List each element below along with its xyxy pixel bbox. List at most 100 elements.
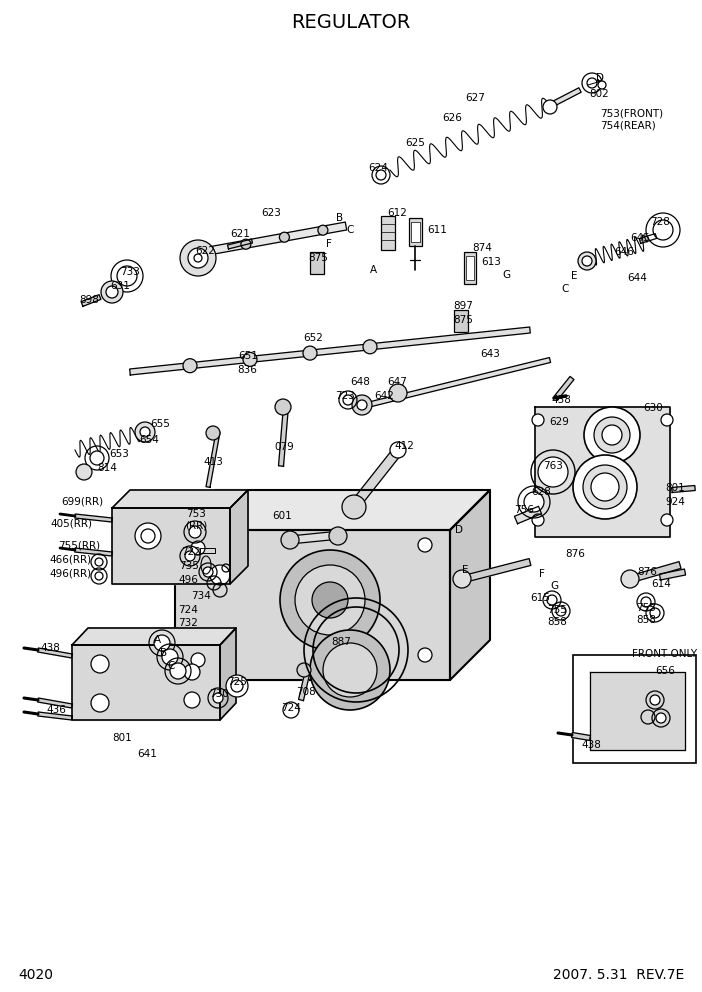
- Text: 924: 924: [665, 497, 685, 507]
- Bar: [573, 655, 696, 763]
- Circle shape: [154, 635, 170, 651]
- Text: 875: 875: [453, 315, 473, 325]
- Text: 601: 601: [272, 511, 292, 521]
- Polygon shape: [75, 548, 112, 556]
- Text: 624: 624: [368, 163, 388, 173]
- Circle shape: [135, 422, 155, 442]
- Circle shape: [117, 266, 137, 286]
- Text: 438: 438: [551, 395, 571, 405]
- Text: 858: 858: [636, 615, 656, 625]
- Text: 802: 802: [589, 89, 609, 99]
- Circle shape: [91, 655, 109, 673]
- Circle shape: [584, 407, 640, 463]
- Text: 652: 652: [303, 333, 323, 343]
- Text: 438: 438: [40, 643, 60, 653]
- Text: 875: 875: [308, 253, 328, 263]
- Text: 466(RR): 466(RR): [49, 555, 91, 565]
- Circle shape: [582, 256, 592, 266]
- Text: 858: 858: [547, 617, 567, 627]
- Circle shape: [641, 597, 651, 607]
- Text: 763: 763: [543, 461, 563, 471]
- Circle shape: [343, 395, 353, 405]
- Circle shape: [318, 225, 328, 235]
- Bar: [454, 310, 468, 332]
- Polygon shape: [220, 628, 236, 720]
- Text: 412: 412: [394, 441, 414, 451]
- Text: 756: 756: [514, 505, 534, 515]
- Text: 801: 801: [112, 733, 132, 743]
- Polygon shape: [515, 506, 541, 524]
- Polygon shape: [130, 327, 530, 375]
- Text: 653: 653: [109, 449, 129, 459]
- Circle shape: [297, 663, 311, 677]
- Text: 436: 436: [46, 705, 66, 715]
- Circle shape: [357, 400, 367, 410]
- Circle shape: [656, 713, 666, 723]
- Text: 615: 615: [530, 593, 550, 603]
- Circle shape: [352, 395, 372, 415]
- Polygon shape: [355, 357, 550, 411]
- Polygon shape: [535, 407, 670, 537]
- Text: F: F: [539, 569, 545, 579]
- Circle shape: [543, 100, 557, 114]
- Circle shape: [95, 572, 103, 580]
- Circle shape: [95, 558, 103, 566]
- Circle shape: [547, 595, 557, 605]
- Polygon shape: [72, 628, 236, 645]
- Circle shape: [573, 455, 637, 519]
- Text: 836: 836: [237, 365, 257, 375]
- Text: 755: 755: [636, 603, 656, 613]
- Circle shape: [101, 281, 123, 303]
- Text: 656: 656: [655, 666, 675, 676]
- Circle shape: [243, 352, 257, 366]
- Text: 655: 655: [150, 419, 170, 429]
- Circle shape: [591, 473, 619, 501]
- Text: 755(RR): 755(RR): [58, 541, 100, 551]
- Text: 897: 897: [453, 301, 473, 311]
- Text: FRONT ONLY: FRONT ONLY: [633, 649, 698, 659]
- Circle shape: [594, 417, 630, 453]
- Text: F: F: [326, 239, 332, 249]
- Polygon shape: [230, 490, 248, 584]
- Polygon shape: [672, 485, 695, 492]
- Bar: [381, 216, 395, 250]
- Text: 645: 645: [630, 233, 650, 243]
- Text: 874: 874: [472, 243, 492, 253]
- Bar: [310, 252, 324, 274]
- Circle shape: [280, 550, 380, 650]
- Circle shape: [210, 565, 230, 585]
- Circle shape: [76, 464, 92, 480]
- Polygon shape: [459, 558, 531, 583]
- Text: 876: 876: [565, 549, 585, 559]
- Circle shape: [180, 240, 216, 276]
- Circle shape: [191, 653, 205, 667]
- Polygon shape: [206, 432, 220, 487]
- Circle shape: [281, 531, 299, 549]
- Polygon shape: [298, 670, 310, 700]
- Text: 630: 630: [643, 403, 663, 413]
- Text: 496(RR): 496(RR): [49, 569, 91, 579]
- Polygon shape: [279, 406, 289, 466]
- Circle shape: [140, 427, 150, 437]
- Circle shape: [650, 608, 660, 618]
- Circle shape: [226, 675, 248, 697]
- Text: 642: 642: [374, 391, 394, 401]
- Polygon shape: [640, 233, 657, 243]
- Polygon shape: [72, 645, 220, 720]
- Circle shape: [189, 526, 201, 538]
- Circle shape: [418, 538, 432, 552]
- Text: 621: 621: [230, 229, 250, 239]
- Text: 733: 733: [120, 267, 140, 277]
- Text: REGULATOR: REGULATOR: [291, 13, 411, 32]
- Circle shape: [653, 220, 673, 240]
- Text: 755: 755: [547, 605, 567, 615]
- Text: 723: 723: [335, 391, 355, 401]
- Circle shape: [363, 340, 377, 354]
- Text: 754(REAR): 754(REAR): [600, 121, 656, 131]
- Text: 614: 614: [651, 579, 671, 589]
- Polygon shape: [227, 239, 253, 249]
- Text: C: C: [167, 661, 175, 671]
- Text: E: E: [462, 565, 468, 575]
- Circle shape: [661, 414, 673, 426]
- Circle shape: [191, 541, 205, 555]
